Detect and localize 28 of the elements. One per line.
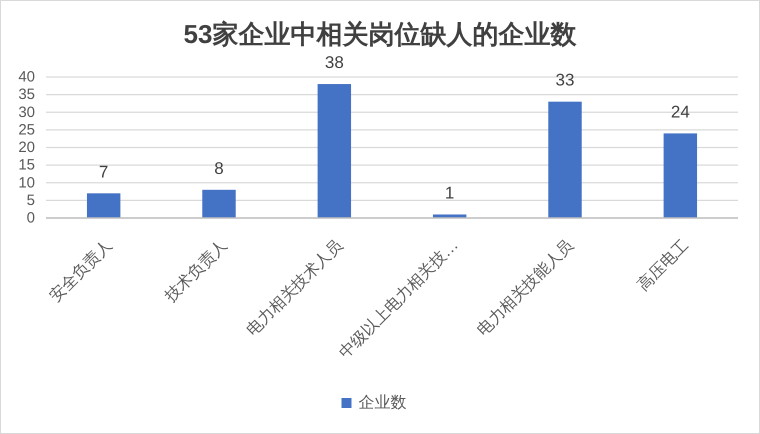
y-tick-label: 10 — [18, 174, 35, 192]
bar — [202, 190, 236, 218]
y-tick-label: 35 — [18, 86, 35, 104]
y-tick-label: 5 — [26, 192, 35, 209]
y-tick-label: 15 — [18, 156, 35, 174]
chart-title: 53家企业中相关岗位缺人的企业数 — [184, 19, 578, 49]
x-tick-label: 电力相关技能人员 — [474, 236, 577, 340]
x-tick-label: 安全负责人 — [46, 236, 116, 306]
data-label: 7 — [98, 162, 108, 182]
bar — [664, 133, 698, 218]
bar — [318, 84, 352, 218]
y-tick-label: 25 — [18, 121, 35, 138]
legend-label: 企业数 — [358, 394, 406, 412]
data-label: 24 — [670, 102, 690, 122]
x-tick-label: 高压电工 — [634, 236, 692, 294]
data-label: 33 — [556, 70, 574, 90]
bar — [548, 102, 582, 218]
data-label: 8 — [214, 158, 224, 178]
data-label: 38 — [324, 53, 344, 72]
y-tick-label: 20 — [18, 139, 35, 156]
data-label: 1 — [444, 183, 454, 202]
y-tick-label: 40 — [18, 68, 35, 86]
bar — [86, 193, 120, 218]
legend: 企业数 — [342, 394, 406, 412]
x-tick-label: 技术负责人 — [160, 236, 231, 306]
x-tick-label: 电力相关技术人员 — [242, 236, 346, 340]
y-tick-label: 0 — [26, 210, 35, 226]
y-tick-label: 30 — [18, 104, 35, 121]
